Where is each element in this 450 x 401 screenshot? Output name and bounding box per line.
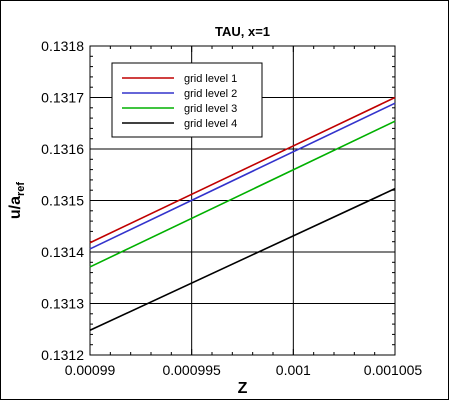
legend-label-3: grid level 3	[184, 103, 237, 115]
y-tick-label: 0.1316	[41, 141, 84, 157]
y-axis-label: u/aref	[7, 182, 27, 220]
legend-label-1: grid level 1	[184, 73, 237, 85]
x-axis-label: Z	[238, 380, 248, 397]
y-tick-label: 0.1312	[41, 347, 84, 363]
x-tick-label: 0.001005	[364, 362, 423, 378]
y-tick-label: 0.1315	[41, 193, 84, 209]
axis-ticks: 0.1312 0.1313 0.1314 0.1315 0.1316 0.1317 0.13…	[41, 38, 422, 378]
x-tick-label: 0.001	[276, 362, 311, 378]
legend-label-4: grid level 4	[184, 118, 237, 130]
y-axis-label-main: u/a	[7, 196, 24, 219]
y-axis-label-subscript: ref	[15, 182, 27, 196]
legend-label-2: grid level 2	[184, 88, 237, 100]
legend-box	[111, 62, 263, 138]
y-tick-label: 0.1314	[41, 244, 84, 260]
series-line-2	[89, 102, 396, 250]
chart-title: TAU, x=1	[215, 24, 270, 39]
y-tick-label: 0.1318	[41, 38, 84, 54]
x-tick-label: 0.00099	[65, 362, 116, 378]
x-tick-label: 0.000995	[162, 362, 221, 378]
y-tick-label: 0.1317	[41, 90, 84, 106]
y-tick-label: 0.1313	[41, 296, 84, 312]
series-line-4	[89, 187, 396, 332]
series-line-1	[89, 96, 396, 244]
series-lines	[89, 96, 396, 332]
legend: grid level 1 grid level 2 grid level 3 grid…	[111, 62, 263, 138]
series-line-3	[89, 120, 396, 268]
